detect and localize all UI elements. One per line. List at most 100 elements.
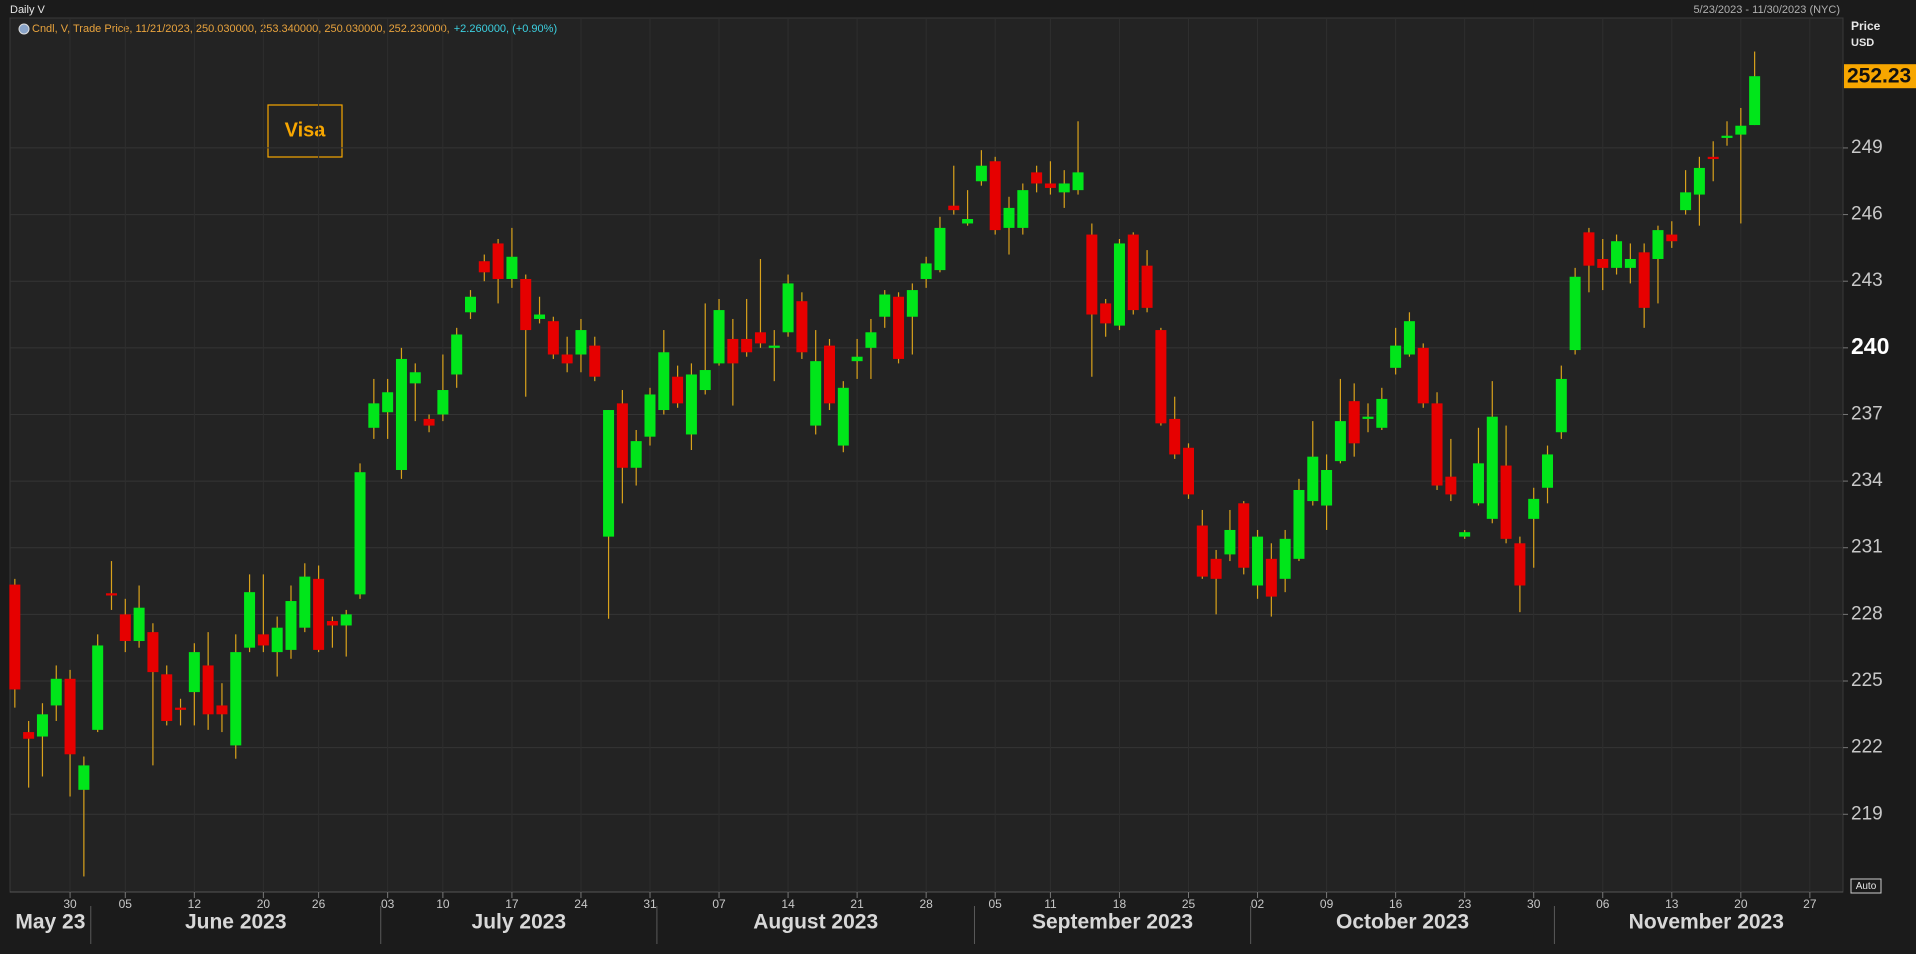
candle-body <box>630 441 642 468</box>
candle-body <box>561 354 573 364</box>
legend-label: Cndl, V, Trade Price, 11/21/2023, 250.03… <box>32 23 450 35</box>
candle-body <box>727 338 739 364</box>
candle-body <box>368 403 380 428</box>
candle-body <box>685 374 697 435</box>
candle-body <box>1735 125 1747 135</box>
candle-body <box>699 370 711 391</box>
x-tick-label: 28 <box>919 897 933 911</box>
candle-body <box>1390 345 1402 368</box>
candle-body <box>1169 418 1181 455</box>
candle-body <box>865 332 877 348</box>
candle-body <box>1031 172 1043 184</box>
x-tick-label: 18 <box>1113 897 1127 911</box>
candle-body <box>1583 232 1595 266</box>
legend-change: +2.260000, (+0.90%) <box>454 23 557 35</box>
candle-body <box>1183 447 1195 495</box>
candle-body <box>1680 192 1692 211</box>
x-tick-label: 10 <box>436 897 450 911</box>
y-tick-label: 219 <box>1851 803 1883 824</box>
candle-body <box>161 674 173 721</box>
candle-body <box>1528 498 1540 519</box>
candle-body <box>506 256 518 279</box>
candle-body <box>616 403 628 468</box>
legend-icon[interactable] <box>18 23 30 35</box>
y-tick-label: 246 <box>1851 204 1883 225</box>
candle-body <box>1307 456 1319 502</box>
candle-body <box>575 330 587 355</box>
candle-body <box>50 678 62 706</box>
candle-body <box>1624 258 1636 268</box>
candle-body <box>188 652 200 693</box>
x-tick-label: 07 <box>712 897 726 911</box>
y-tick-label: 243 <box>1851 270 1883 291</box>
x-tick-label: 20 <box>1734 897 1748 911</box>
y-tick-label: 234 <box>1851 470 1883 491</box>
x-tick-label: 25 <box>1182 897 1196 911</box>
candle-body <box>423 418 435 426</box>
auto-button[interactable] <box>1850 878 1882 894</box>
candle-body <box>1652 230 1664 259</box>
candle-body <box>1334 421 1346 462</box>
candle-body <box>1569 276 1581 351</box>
y-tick-label: 225 <box>1851 670 1883 691</box>
auto-button-label[interactable]: Auto <box>1856 881 1877 892</box>
month-label: May 23 <box>15 911 85 934</box>
candle-body <box>1500 465 1512 539</box>
x-tick-label: 16 <box>1389 897 1403 911</box>
x-tick-label: 02 <box>1251 897 1265 911</box>
y-tick-label: 228 <box>1851 603 1883 624</box>
candle-body <box>1293 489 1305 559</box>
candle-body <box>589 345 601 377</box>
candle-body <box>271 627 283 653</box>
candle-body <box>672 376 684 404</box>
candle-body <box>119 614 131 642</box>
x-tick-label: 11 <box>1044 897 1057 911</box>
candle-body <box>244 592 256 648</box>
x-tick-label: 30 <box>1527 897 1541 911</box>
candle-body <box>1445 476 1457 495</box>
candle-body <box>9 584 21 690</box>
candle-body <box>796 301 808 353</box>
candle-body <box>713 310 725 364</box>
candle-body <box>879 294 891 317</box>
legend: Cndl, V, Trade Price, 11/21/2023, 250.03… <box>32 23 557 35</box>
x-tick-label: 30 <box>63 897 77 911</box>
x-tick-label: 26 <box>312 897 326 911</box>
candle-body <box>1321 469 1333 506</box>
candle-body <box>257 634 269 646</box>
candle-body <box>1431 403 1443 486</box>
candle-body <box>1666 234 1678 242</box>
candle-body <box>547 321 559 355</box>
candle-body <box>1224 529 1236 555</box>
x-tick-label: 12 <box>188 897 202 911</box>
candle-body <box>782 283 794 333</box>
candle-body <box>644 394 656 437</box>
candle-body <box>1238 503 1250 568</box>
candle-body <box>1113 243 1125 326</box>
candle-body <box>1265 558 1277 597</box>
candle-body <box>36 714 48 737</box>
candle-body <box>1100 303 1112 324</box>
candle-body <box>326 621 338 626</box>
candle-body <box>1003 207 1015 228</box>
x-tick-label: 03 <box>381 897 395 911</box>
annotation: Visa <box>285 119 327 141</box>
x-tick-label: 05 <box>989 897 1003 911</box>
y-tick-label: 240 <box>1851 333 1889 359</box>
candle-body <box>1486 416 1498 519</box>
candle-body <box>975 165 987 182</box>
candle-body <box>1472 463 1484 504</box>
x-tick-label: 06 <box>1596 897 1610 911</box>
candle-body <box>1058 183 1070 193</box>
month-label: June 2023 <box>185 911 287 934</box>
candle-body <box>78 765 90 790</box>
candle-body <box>989 161 1001 231</box>
candle-body <box>299 576 311 628</box>
candle-body <box>1693 167 1705 195</box>
last-price-label: 252.23 <box>1847 65 1911 88</box>
candle-body <box>1597 258 1609 268</box>
candle-body <box>1611 241 1623 268</box>
candle-body <box>354 472 366 595</box>
month-label: August 2023 <box>753 911 878 934</box>
